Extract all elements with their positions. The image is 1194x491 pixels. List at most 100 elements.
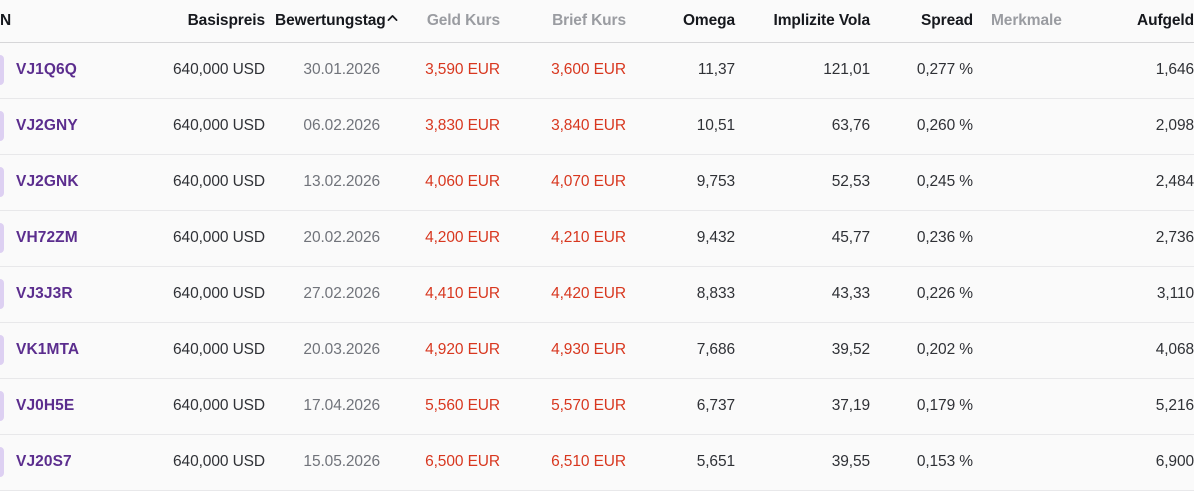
- row-accent-bar: [0, 279, 4, 309]
- table-row[interactable]: VH72ZM 640,000 USD 20.02.2026 4,200 EUR …: [0, 210, 1194, 267]
- table-row[interactable]: VJ1Q6Q 640,000 USD 30.01.2026 3,590 EUR …: [0, 42, 1194, 99]
- cell-bewertungstag: 20.02.2026: [275, 210, 390, 267]
- table-row[interactable]: VK1MTA 640,000 USD 20.03.2026 4,920 EUR …: [0, 322, 1194, 379]
- column-header-implizite-vola-label: Implizite Vola: [773, 11, 871, 29]
- column-header-omega-label: Omega: [682, 11, 735, 29]
- cell-aufgeld: 5,216: [1084, 378, 1194, 435]
- column-header-implizite-vola[interactable]: Implizite Vola: [745, 0, 880, 43]
- cell-wkn[interactable]: VJ1Q6Q: [0, 42, 148, 99]
- wkn-link[interactable]: VJ2GNY: [16, 117, 78, 134]
- cell-wkn[interactable]: VJ2GNY: [0, 98, 148, 155]
- cell-merkmale: [983, 210, 1084, 267]
- column-header-geld-kurs[interactable]: Geld Kurs: [390, 0, 510, 43]
- cell-omega: 9,753: [640, 154, 745, 211]
- cell-aufgeld: 4,068: [1084, 322, 1194, 379]
- column-header-aufgeld[interactable]: Aufgeld: [1084, 0, 1194, 43]
- cell-bewertungstag: 20.03.2026: [275, 322, 390, 379]
- wkn-link[interactable]: VJ1Q6Q: [16, 61, 77, 78]
- column-header-bewertungstag-sortwrap: Bewertungstag: [275, 12, 398, 30]
- row-accent-bar: [0, 391, 4, 421]
- column-header-spread-label: Spread: [921, 11, 973, 29]
- cell-basispreis: 640,000 USD: [148, 266, 275, 323]
- cell-implizite-vola: 45,77: [745, 210, 880, 267]
- cell-merkmale: [983, 266, 1084, 323]
- cell-brief-kurs: 3,600 EUR: [510, 42, 640, 99]
- cell-brief-kurs: 4,070 EUR: [510, 154, 640, 211]
- cell-wkn[interactable]: VJ20S7: [0, 434, 148, 491]
- cell-omega: 10,51: [640, 98, 745, 155]
- cell-bewertungstag: 06.02.2026: [275, 98, 390, 155]
- table-row[interactable]: VJ2GNK 640,000 USD 13.02.2026 4,060 EUR …: [0, 154, 1194, 211]
- row-accent-bar: [0, 447, 4, 477]
- cell-bewertungstag: 30.01.2026: [275, 42, 390, 99]
- cell-geld-kurs: 4,920 EUR: [390, 322, 510, 379]
- wkn-link[interactable]: VJ0H5E: [16, 397, 75, 414]
- table-row[interactable]: VJ3J3R 640,000 USD 27.02.2026 4,410 EUR …: [0, 266, 1194, 323]
- column-header-brief-kurs[interactable]: Brief Kurs: [510, 0, 640, 43]
- row-accent-bar: [0, 55, 4, 85]
- table-row[interactable]: VJ0H5E 640,000 USD 17.04.2026 5,560 EUR …: [0, 378, 1194, 435]
- cell-wkn[interactable]: VK1MTA: [0, 322, 148, 379]
- column-header-bewertungstag[interactable]: Bewertungstag: [275, 0, 398, 43]
- row-accent-bar: [0, 223, 4, 253]
- cell-spread: 0,179 %: [880, 378, 983, 435]
- column-header-wkn-label: N: [0, 11, 12, 29]
- cell-implizite-vola: 37,19: [745, 378, 880, 435]
- cell-implizite-vola: 39,55: [745, 434, 880, 491]
- cell-basispreis: 640,000 USD: [148, 154, 275, 211]
- column-header-brief-kurs-label: Brief Kurs: [552, 11, 626, 29]
- row-accent-bar: [0, 167, 4, 197]
- column-header-basispreis-label: Basispreis: [187, 11, 266, 29]
- cell-bewertungstag: 15.05.2026: [275, 434, 390, 491]
- cell-wkn[interactable]: VH72ZM: [0, 210, 148, 267]
- table-row[interactable]: VJ2GNY 640,000 USD 06.02.2026 3,830 EUR …: [0, 98, 1194, 155]
- cell-geld-kurs: 4,410 EUR: [390, 266, 510, 323]
- column-header-wkn[interactable]: N: [0, 0, 148, 43]
- cell-implizite-vola: 43,33: [745, 266, 880, 323]
- wkn-link[interactable]: VK1MTA: [16, 341, 80, 358]
- cell-merkmale: [983, 434, 1084, 491]
- cell-implizite-vola: 39,52: [745, 322, 880, 379]
- column-header-spread[interactable]: Spread: [880, 0, 983, 43]
- cell-omega: 7,686: [640, 322, 745, 379]
- column-header-omega[interactable]: Omega: [640, 0, 745, 43]
- cell-wkn[interactable]: VJ2GNK: [0, 154, 148, 211]
- row-accent-bar: [0, 111, 4, 141]
- cell-basispreis: 640,000 USD: [148, 378, 275, 435]
- cell-wkn[interactable]: VJ0H5E: [0, 378, 148, 435]
- column-header-basispreis[interactable]: Basispreis: [148, 0, 275, 43]
- chevron-up-icon[interactable]: [387, 13, 398, 24]
- column-header-merkmale-label: Merkmale: [991, 11, 1062, 29]
- cell-geld-kurs: 4,200 EUR: [390, 210, 510, 267]
- column-header-merkmale[interactable]: Merkmale: [983, 0, 1084, 43]
- cell-brief-kurs: 4,420 EUR: [510, 266, 640, 323]
- cell-spread: 0,226 %: [880, 266, 983, 323]
- cell-geld-kurs: 5,560 EUR: [390, 378, 510, 435]
- cell-brief-kurs: 4,210 EUR: [510, 210, 640, 267]
- wkn-link[interactable]: VJ2GNK: [16, 173, 79, 190]
- cell-spread: 0,245 %: [880, 154, 983, 211]
- wkn-link[interactable]: VJ3J3R: [16, 285, 73, 302]
- cell-aufgeld: 2,484: [1084, 154, 1194, 211]
- table-body: VJ1Q6Q 640,000 USD 30.01.2026 3,590 EUR …: [0, 42, 1194, 491]
- cell-brief-kurs: 5,570 EUR: [510, 378, 640, 435]
- cell-geld-kurs: 3,590 EUR: [390, 42, 510, 99]
- cell-geld-kurs: 6,500 EUR: [390, 434, 510, 491]
- cell-brief-kurs: 4,930 EUR: [510, 322, 640, 379]
- cell-spread: 0,260 %: [880, 98, 983, 155]
- cell-omega: 11,37: [640, 42, 745, 99]
- cell-merkmale: [983, 42, 1084, 99]
- cell-omega: 6,737: [640, 378, 745, 435]
- wkn-link[interactable]: VH72ZM: [16, 229, 78, 246]
- wkn-link[interactable]: VJ20S7: [16, 453, 72, 470]
- cell-implizite-vola: 121,01: [745, 42, 880, 99]
- table-row[interactable]: VJ20S7 640,000 USD 15.05.2026 6,500 EUR …: [0, 434, 1194, 491]
- cell-merkmale: [983, 98, 1084, 155]
- cell-aufgeld: 3,110: [1084, 266, 1194, 323]
- cell-geld-kurs: 3,830 EUR: [390, 98, 510, 155]
- cell-wkn[interactable]: VJ3J3R: [0, 266, 148, 323]
- cell-aufgeld: 1,646: [1084, 42, 1194, 99]
- cell-merkmale: [983, 322, 1084, 379]
